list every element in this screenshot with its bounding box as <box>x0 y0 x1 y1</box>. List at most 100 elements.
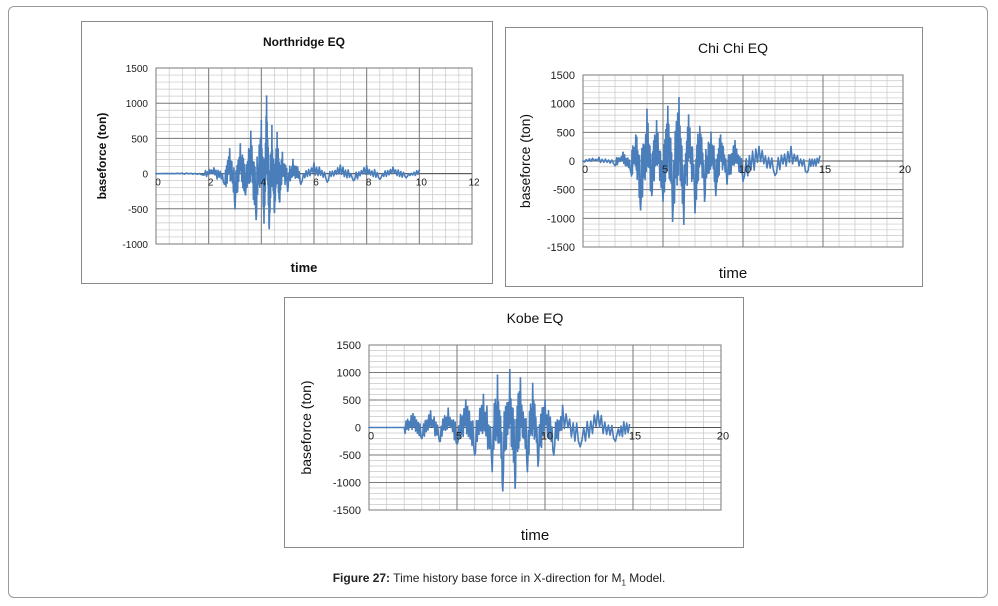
data-point <box>639 208 642 211</box>
y-tick-label: 0 <box>355 423 361 435</box>
data-point <box>352 179 355 182</box>
data-point <box>531 382 534 385</box>
x-axis-label: time <box>291 260 318 275</box>
caption-text-2: Model. <box>625 571 666 585</box>
x-tick-label: 5 <box>662 164 668 176</box>
plot-area-border <box>155 67 473 245</box>
data-point <box>491 470 494 473</box>
figure-caption: Figure 27: Time history base force in X-… <box>0 571 998 587</box>
data-point <box>378 178 381 181</box>
data-point <box>579 445 582 448</box>
data-point <box>368 426 370 429</box>
data-point <box>385 426 388 429</box>
y-tick-label: -1500 <box>547 242 575 254</box>
data-point <box>630 171 632 174</box>
y-tick-label: 1500 <box>551 70 575 82</box>
data-point <box>714 194 717 197</box>
y-tick-label: -1000 <box>122 240 148 251</box>
data-point <box>273 211 276 214</box>
y-tick-label: 500 <box>131 134 148 145</box>
data-point <box>742 180 744 182</box>
data-point <box>228 148 231 150</box>
data-point <box>392 166 394 169</box>
data-point <box>514 487 516 489</box>
data-point <box>719 134 722 137</box>
data-point <box>286 190 289 193</box>
x-tick-label: 0 <box>155 178 161 189</box>
figure-frame <box>8 6 988 598</box>
data-point <box>614 164 616 167</box>
data-point <box>249 130 252 133</box>
x-axis-label: time <box>719 265 747 282</box>
data-point <box>526 470 529 473</box>
data-point <box>438 440 441 443</box>
data-point <box>790 145 792 148</box>
data-point <box>552 454 555 456</box>
data-point <box>223 183 226 186</box>
data-point <box>501 489 504 492</box>
data-point <box>420 437 423 440</box>
caption-label: Figure 27: <box>332 571 391 585</box>
data-point <box>464 399 467 401</box>
data-point <box>561 404 564 407</box>
data-point <box>299 183 302 186</box>
data-point <box>682 223 685 225</box>
data-point <box>456 443 458 445</box>
data-point <box>806 171 808 174</box>
data-point <box>628 423 631 426</box>
x-tick-label: 10 <box>541 431 553 443</box>
x-tick-label: 0 <box>582 164 588 176</box>
y-tick-label: 1000 <box>551 99 575 111</box>
y-tick-label: -1000 <box>547 213 575 225</box>
data-point <box>429 410 432 412</box>
data-point <box>270 124 273 127</box>
data-point <box>598 156 600 159</box>
y-axis-label: baseforce (ton) <box>517 114 533 208</box>
chart-northridge-svg: 0 2 4 6 8 10 12 1500 1000 500 0 -500 -1000 Northridge… <box>95 35 480 275</box>
y-tick-label: -500 <box>553 185 575 197</box>
data-point <box>365 164 368 167</box>
data-point <box>326 181 329 183</box>
data-point <box>239 143 242 145</box>
data-point <box>758 145 760 148</box>
data-point <box>671 220 674 223</box>
data-point <box>281 151 284 154</box>
chart-chichi-svg: 0 5 10 15 20 1500 1000 500 0 -500 -1000 -1500 Chi Ch… <box>517 40 911 282</box>
chart-kobe-svg: 0 5 10 15 20 1500 1000 500 0 -500 -1000 -1500 Kobe E… <box>298 310 729 544</box>
data-point <box>482 393 485 396</box>
x-tick-label: 20 <box>899 164 911 176</box>
y-tick-label: -500 <box>339 450 361 462</box>
data-point <box>263 221 265 224</box>
data-point <box>496 374 499 377</box>
data-point <box>473 454 476 456</box>
chart-chichi: 0 5 10 15 20 1500 1000 500 0 -500 -1000 -1500 Chi Ch… <box>505 27 923 287</box>
data-point <box>655 119 658 122</box>
y-tick-label: 1000 <box>126 99 149 110</box>
y-tick-label: 1000 <box>337 368 361 380</box>
y-tick-label: 1500 <box>126 64 149 75</box>
data-point <box>213 167 215 169</box>
data-point <box>339 164 342 167</box>
x-tick-label: 0 <box>368 431 374 443</box>
y-tick-label: 500 <box>557 127 575 139</box>
x-tick-label: 4 <box>261 178 267 189</box>
data-point <box>726 183 728 185</box>
data-point <box>447 407 450 410</box>
data-point <box>403 426 406 429</box>
data-point <box>678 97 680 99</box>
data-point <box>418 169 421 171</box>
y-tick-label: 0 <box>142 170 148 181</box>
chart-title: Northridge EQ <box>263 35 345 49</box>
data-point <box>255 218 257 221</box>
data-point <box>596 410 599 412</box>
data-point <box>292 158 294 161</box>
chart-northridge: 0 2 4 6 8 10 12 1500 1000 500 0 -500 -1000 Northridge… <box>81 21 493 284</box>
y-tick-label: -1000 <box>333 478 361 490</box>
data-point <box>537 465 539 467</box>
data-point <box>650 194 653 197</box>
data-point <box>818 155 821 158</box>
major-gridlines <box>155 67 473 245</box>
data-point <box>698 125 701 128</box>
data-point <box>544 399 546 401</box>
x-tick-label: 5 <box>456 431 462 443</box>
